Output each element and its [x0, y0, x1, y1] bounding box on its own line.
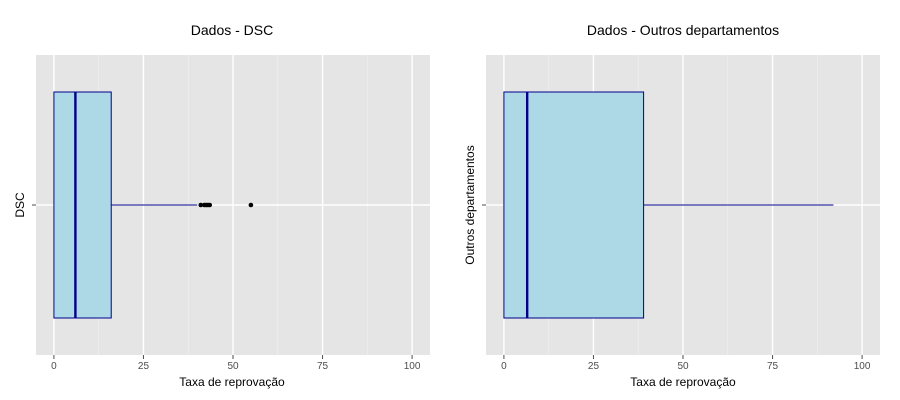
outlier-point [198, 202, 204, 208]
outlier-point [207, 202, 213, 208]
x-tick-label: 25 [138, 361, 150, 372]
x-tick-label: 0 [51, 361, 57, 372]
chart-panel-dsc: 0 25 50 75 100 Dados - DSC Taxa de reprovaçã… [13, 22, 430, 389]
x-tick-label: 75 [317, 361, 329, 372]
chart-title: Dados - DSC [191, 22, 273, 38]
outlier-point [248, 202, 254, 208]
x-axis-title: Taxa de reprovação [630, 375, 736, 389]
x-tick-label: 50 [677, 361, 689, 372]
plot-area: 0 25 50 75 100 [32, 55, 430, 372]
chart-panel-outros: 0 25 50 75 100 Dados - Outros departamentos … [463, 22, 880, 389]
x-tick-label: 25 [588, 361, 600, 372]
x-tick-label: 75 [767, 361, 779, 372]
box-iqr [53, 91, 112, 319]
box-iqr [503, 91, 645, 319]
x-tick-label: 50 [227, 361, 239, 372]
x-axis-title: Taxa de reprovação [179, 375, 285, 389]
x-tick-label: 100 [854, 361, 871, 372]
x-tick-label: 100 [404, 361, 421, 372]
plot-area: 0 25 50 75 100 [482, 55, 880, 372]
x-tick-label: 0 [501, 361, 507, 372]
y-axis-title: Outros departamentos [463, 145, 477, 264]
chart-title: Dados - Outros departamentos [587, 22, 779, 38]
y-axis-title: DSC [13, 192, 27, 218]
